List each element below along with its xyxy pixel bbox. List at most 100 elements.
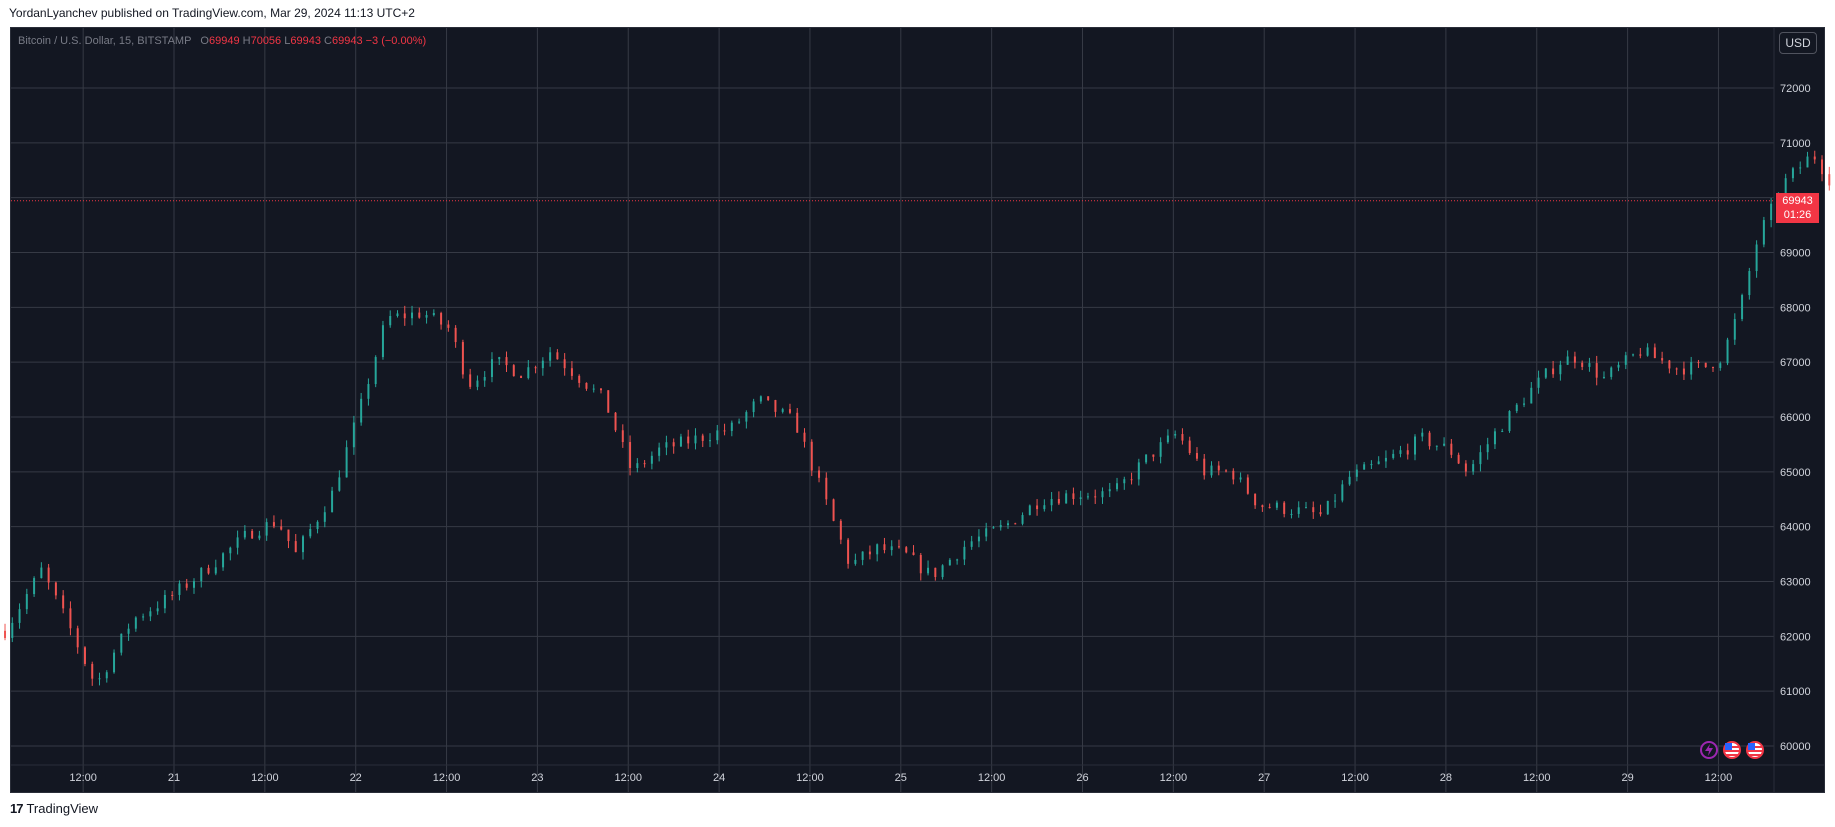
candle-body [1704, 362, 1707, 368]
x-tick-label: 12:00 [614, 772, 642, 784]
candle-body [272, 522, 275, 527]
candle-body [1130, 479, 1133, 481]
candle-body [1384, 457, 1387, 462]
candle-body [1472, 464, 1475, 472]
candle-body [1573, 356, 1576, 363]
symbol-title: Bitcoin / U.S. Dollar, 15, BITSTAMP [18, 35, 192, 47]
candle-body [207, 567, 210, 574]
candle-body [599, 388, 602, 391]
candle-body [934, 567, 937, 578]
candle-body [1719, 363, 1722, 369]
candle-body [192, 581, 195, 588]
candle-body [149, 611, 152, 617]
candle-body [1741, 295, 1744, 320]
candle-body [1813, 156, 1816, 160]
candle-body [1748, 271, 1751, 296]
candle-body [1057, 498, 1060, 504]
candle-body [1232, 470, 1235, 480]
candle-body [1304, 507, 1307, 509]
candle-body [200, 567, 203, 582]
legend-low-value: 69943 [290, 35, 321, 47]
candle-body [1094, 496, 1097, 498]
x-tick-label: 21 [168, 772, 180, 784]
candle-body [120, 633, 123, 653]
legend-open-label: O [200, 35, 209, 47]
legend-open-value: 69949 [208, 35, 240, 47]
x-tick-label: 28 [1440, 772, 1452, 784]
currency-button[interactable]: USD [1779, 32, 1817, 54]
candle-body [1268, 507, 1271, 509]
candle-body [127, 628, 130, 634]
x-tick-label: 26 [1076, 772, 1088, 784]
candle-body [1566, 356, 1569, 365]
candle-body [11, 622, 14, 638]
legend-change-value: −3 (−0.00%) [365, 35, 427, 47]
candle-body [709, 440, 712, 442]
candle-body [1014, 523, 1017, 525]
candle-body [454, 327, 457, 343]
candle-body [585, 382, 588, 389]
chart-frame[interactable] [10, 27, 1825, 793]
candle-body [1246, 477, 1249, 494]
candle-body [977, 536, 980, 542]
x-tick-label: 29 [1621, 772, 1633, 784]
candle-body [432, 313, 435, 316]
candle-body [1486, 444, 1489, 453]
candle-body [1711, 367, 1714, 369]
candle-body [1661, 358, 1664, 361]
candle-body [919, 554, 922, 574]
candle-body [876, 544, 879, 555]
candle-body [781, 409, 784, 412]
candle-body [636, 463, 639, 468]
candle-body [280, 526, 283, 530]
candle-body [1733, 319, 1736, 340]
x-tick-label: 12:00 [433, 772, 461, 784]
candle-body [1464, 463, 1467, 472]
candle-body [411, 312, 414, 319]
candle-body [1007, 523, 1010, 526]
candle-body [643, 463, 646, 465]
candle-body [1450, 443, 1453, 455]
candle-body [18, 609, 21, 623]
candle-body [1428, 432, 1431, 447]
candle-body [367, 384, 370, 399]
candle-body [512, 365, 515, 377]
us-flag-icon[interactable] [1746, 741, 1764, 759]
y-tick-label: 71000 [1780, 138, 1811, 150]
candle-body [47, 567, 50, 583]
candle-body [650, 455, 653, 464]
candle-body [1319, 512, 1322, 515]
candle-body [331, 490, 334, 513]
candle-body [679, 436, 682, 447]
candle-body [985, 528, 988, 537]
tradingview-brand[interactable]: TradingView [26, 801, 99, 816]
x-tick-label: 12:00 [978, 772, 1006, 784]
candle-body [1217, 465, 1220, 471]
candle-body [992, 527, 995, 529]
candle-body [1174, 434, 1177, 436]
lightning-icon[interactable] [1700, 741, 1718, 759]
candle-body [1021, 515, 1024, 524]
candle-body [927, 567, 930, 574]
candle-body [1537, 377, 1540, 388]
candle-body [440, 313, 443, 325]
candle-body [1036, 505, 1039, 510]
candle-body [948, 559, 951, 566]
candle-body [83, 647, 86, 664]
candle-body [1421, 432, 1424, 437]
candle-body [1348, 476, 1351, 485]
candle-body [1145, 454, 1148, 463]
candle-body [1762, 220, 1765, 245]
candle-body [716, 430, 719, 441]
candle-body [469, 374, 472, 387]
candle-body [796, 412, 799, 433]
legend-close-label: C [324, 35, 332, 47]
candle-body [1639, 354, 1642, 356]
us-flag-icon[interactable] [1723, 741, 1741, 759]
candle-body [1690, 362, 1693, 375]
candle-body [1079, 497, 1082, 499]
candle-body [629, 442, 632, 468]
candle-body [607, 390, 610, 413]
candle-body [839, 520, 842, 540]
